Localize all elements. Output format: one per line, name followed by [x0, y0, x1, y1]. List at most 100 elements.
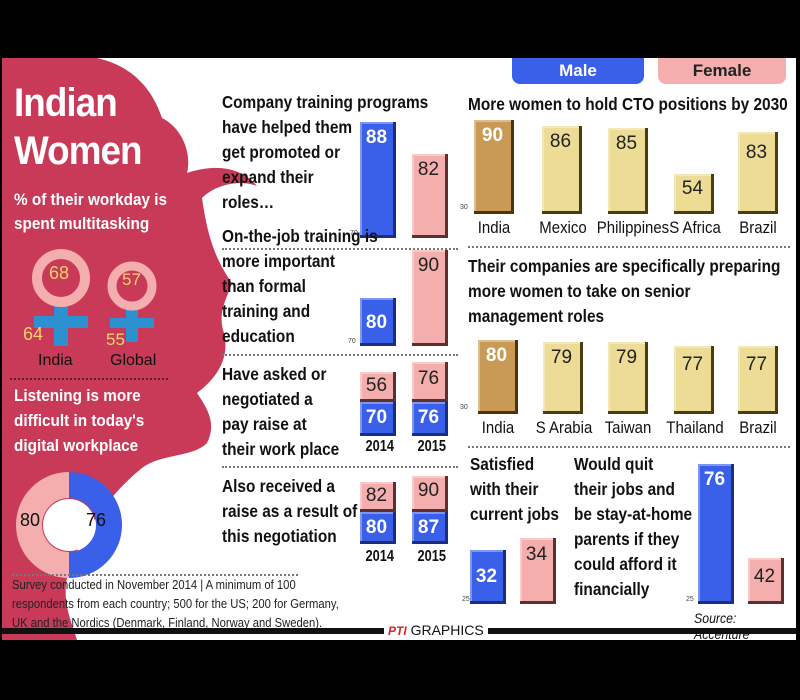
cto-label-india: India: [477, 218, 511, 237]
global-female-value: 57: [122, 270, 141, 289]
satisfied-heading: Satisfied with their current jobs: [470, 452, 559, 527]
heading-line: financially: [574, 579, 650, 599]
training-female-bar: 82: [412, 154, 448, 238]
divider: [468, 446, 790, 448]
heading-line: this negotiation: [222, 526, 337, 546]
india-female-value: 68: [49, 263, 70, 283]
cto-bar-india: 90: [474, 120, 514, 214]
senior-mgmt-bar-india: 80: [478, 340, 518, 414]
heading-line: with their: [470, 479, 539, 499]
listening-donut-chart: [16, 472, 122, 578]
heading-line: education: [222, 326, 295, 346]
cto-heading: More women to hold CTO positions by 2030: [468, 94, 788, 114]
heading-line: Their companies are specifically prepari…: [468, 256, 781, 276]
cto-bar-philippines: 85: [608, 128, 648, 214]
satisfied-male-bar: 32: [470, 550, 506, 604]
senior-mgmt-bar-thailand: 77: [674, 346, 714, 414]
heading-line: Also received a: [222, 476, 335, 496]
training-axis-min: 70: [350, 230, 358, 237]
listening-heading-2: difficult in today's: [14, 411, 145, 430]
received-raise-2014-female: 82: [360, 482, 396, 512]
credit: PTI GRAPHICS: [384, 622, 488, 639]
global-label: Global: [110, 352, 157, 369]
senior-mgmt-heading: Their companies are specifically prepari…: [468, 254, 780, 329]
divider: [468, 246, 790, 248]
pay-raise-year-2015: 2015: [417, 438, 447, 455]
heading-line: have helped them: [222, 117, 353, 137]
heading-line: expand their: [222, 167, 314, 187]
divider: [10, 378, 168, 380]
global-male-value: 55: [106, 330, 125, 349]
on-the-job-male-bar: 80: [360, 298, 396, 346]
cto-axis-min: 30: [460, 204, 468, 211]
senior-mgmt-axis-min: 30: [460, 404, 468, 411]
footnote-line: Survey conducted in November 2014 | A mi…: [12, 578, 296, 592]
heading-line: negotiated a: [222, 389, 313, 409]
quit-axis-min: 25: [686, 596, 694, 603]
heading-line: than formal: [222, 276, 306, 296]
footnote-line: UK and the Nordics (Denmark, Finland, No…: [12, 616, 323, 630]
satisfied-female-bar: 34: [520, 538, 556, 604]
training-heading: Company training programs have helped th…: [222, 90, 428, 215]
cto-label-philippines: Philippines: [596, 218, 670, 237]
heading-line: current jobs: [470, 504, 560, 524]
received-raise-2015-female: 90: [412, 476, 448, 512]
footnote: Survey conducted in November 2014 | A mi…: [12, 576, 339, 633]
graphics-label: GRAPHICS: [410, 622, 484, 638]
heading-line: get promoted or: [222, 142, 341, 162]
legend-male: Male: [512, 58, 644, 84]
cto-label-mexico: Mexico: [539, 218, 587, 237]
multitasking-heading-1: % of their workday is: [14, 190, 168, 209]
listening-male-value: 76: [86, 510, 107, 530]
quit-female-bar: 42: [748, 558, 784, 604]
legend-female: Female: [658, 58, 786, 84]
listening-heading-3: digital workplace: [14, 436, 139, 455]
pay-raise-year-2014: 2014: [365, 438, 395, 455]
heading-line: their jobs and: [574, 479, 675, 499]
divider: [222, 466, 458, 468]
cto-bar-mexico: 86: [542, 126, 582, 214]
pay-raise-2015-female: 76: [412, 362, 448, 402]
heading-line: pay raise at: [222, 414, 307, 434]
heading-line: be stay-at-home: [574, 504, 693, 524]
cto-bar-s-africa: 54: [674, 174, 714, 214]
footnote-divider: [12, 574, 298, 576]
multitasking-heading-2: spent multitasking: [14, 214, 150, 233]
cto-label-brazil: Brazil: [739, 218, 777, 237]
heading-line: Company training programs: [222, 92, 429, 112]
received-raise-year-2014: 2014: [365, 548, 395, 565]
listening-heading-1: Listening is more: [14, 386, 141, 405]
listening-female-value: 80: [20, 510, 41, 530]
heading-line: parents if they: [574, 529, 680, 549]
received-raise-year-2015: 2015: [417, 548, 447, 565]
satisfied-axis-min: 25: [462, 596, 470, 603]
female-symbol-icons: [32, 249, 157, 346]
title-line2: Women: [14, 129, 143, 173]
heading-line: raise as a result of: [222, 501, 358, 521]
heading-line: their work place: [222, 439, 340, 459]
divider: [222, 248, 458, 250]
heading-line: could afford it: [574, 554, 677, 574]
heading-line: roles…: [222, 192, 275, 212]
pti-logo: PTI: [388, 624, 407, 638]
received-raise-2015-male: 87: [412, 512, 448, 544]
infographic: Male Female Indian Women % of their work…: [2, 58, 796, 640]
title-line1: Indian: [14, 81, 118, 125]
senior-mgmt-bar-brazil: 77: [738, 346, 778, 414]
on-the-job-heading-lines: On-the-job training is more important th…: [222, 224, 378, 349]
cto-label-s-africa: S Africa: [669, 218, 721, 237]
heading-line: management roles: [468, 306, 605, 326]
source: Source: Accenture: [694, 610, 749, 640]
received-raise-heading: Also received a raise as a result of thi…: [222, 474, 357, 549]
senior-mgmt-label-thailand: Thailand: [666, 418, 724, 437]
received-raise-2014-male: 80: [360, 512, 396, 544]
heading-line: Satisfied: [470, 454, 535, 474]
on-the-job-female-bar: 90: [412, 250, 448, 346]
heading-line: Have asked or: [222, 364, 327, 384]
quit-heading: Would quit their jobs and be stay-at-hom…: [574, 452, 692, 602]
senior-mgmt-bar-taiwan: 79: [608, 342, 648, 414]
cto-bar-brazil: 83: [738, 132, 778, 214]
india-male-value: 64: [23, 324, 44, 344]
quit-male-bar: 76: [698, 464, 734, 604]
pay-raise-2014-female: 56: [360, 372, 396, 402]
